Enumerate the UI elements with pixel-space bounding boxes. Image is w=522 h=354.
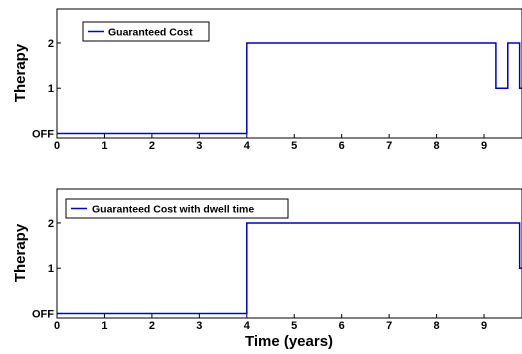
panel-guaranteed-cost-dwell: Therapy Guaranteed Cost with dwell time … [12, 188, 522, 350]
x-tick-label: 4 [244, 140, 251, 152]
x-tick-label: 6 [339, 140, 345, 152]
x-tick-label: 5 [291, 320, 297, 332]
legend-label: Guaranteed Cost with dwell time [92, 204, 254, 216]
y-tick-label: 1 [48, 263, 54, 275]
x-tick-label: 8 [434, 140, 440, 152]
x-tick-label: 9 [481, 140, 487, 152]
x-tick-label: 0 [54, 140, 60, 152]
legend: Guaranteed Cost [82, 21, 210, 42]
x-tick-label: 5 [291, 140, 297, 152]
y-tick-label: 2 [48, 218, 54, 230]
panel-guaranteed-cost: Therapy Guaranteed Cost 0 1 2 3 4 5 6 7 8 9 OFF 1 2 [12, 8, 522, 152]
x-tick-label: 0 [54, 320, 60, 332]
y-tick-label: 2 [48, 38, 54, 50]
x-tick-label: 1 [101, 320, 107, 332]
series-line [57, 42, 522, 135]
legend: Guaranteed Cost with dwell time [65, 198, 289, 219]
x-tick-label: 2 [149, 320, 155, 332]
legend-box [82, 21, 210, 42]
y-tick-label: OFF [32, 128, 54, 140]
x-ticks: 0 1 2 3 4 5 6 7 8 9 [54, 134, 487, 152]
x-tick-label: 6 [339, 320, 345, 332]
x-axis-label: Time (years) [245, 333, 333, 350]
series-line [57, 222, 522, 315]
x-tick-label: 3 [196, 320, 202, 332]
x-tick-label: 8 [434, 320, 440, 332]
y-tick-label: 1 [48, 83, 54, 95]
x-tick-label: 7 [386, 320, 392, 332]
series [57, 42, 522, 135]
x-tick-label: 9 [481, 320, 487, 332]
y-axis-label: Therapy [12, 223, 29, 282]
x-ticks: 0 1 2 3 4 5 6 7 8 9 [54, 314, 487, 332]
legend-box [65, 198, 289, 219]
x-tick-label: 4 [244, 320, 251, 332]
series [57, 222, 522, 315]
y-tick-label: OFF [32, 308, 54, 320]
x-tick-label: 1 [101, 140, 107, 152]
y-axis-label: Therapy [12, 43, 29, 102]
x-tick-label: 7 [386, 140, 392, 152]
x-tick-label: 3 [196, 140, 202, 152]
x-tick-label: 2 [149, 140, 155, 152]
legend-label: Guaranteed Cost [108, 27, 193, 39]
